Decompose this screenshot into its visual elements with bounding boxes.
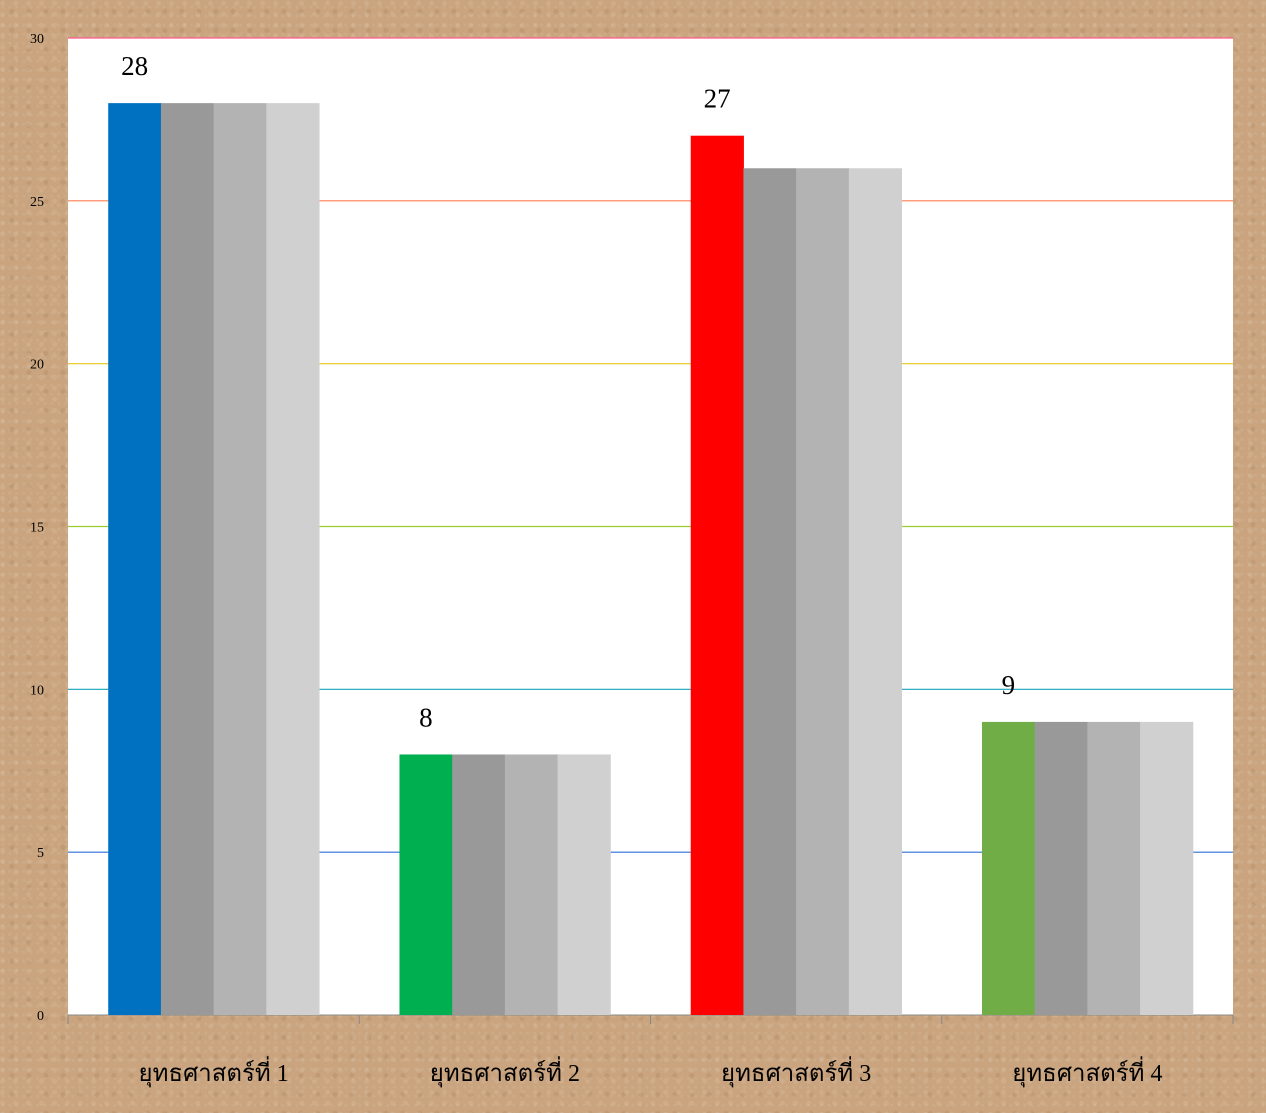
x-category-label: ยุทธศาสตร์ที่ 3 — [721, 1056, 871, 1088]
y-tick-label: 0 — [37, 1009, 44, 1024]
bar-3-series-1 — [690, 135, 744, 1015]
data-label: 9 — [1002, 670, 1016, 700]
bar-2-series-4 — [557, 754, 611, 1015]
bar-2-series-3 — [504, 754, 559, 1015]
bar-2-series-1 — [399, 754, 453, 1015]
bar-3-series-4 — [848, 168, 903, 1015]
bar-1-series-1 — [108, 103, 162, 1016]
y-tick-label: 10 — [30, 683, 44, 698]
bar-4-series-3 — [1087, 721, 1141, 1015]
data-label: 27 — [704, 84, 731, 114]
x-category-label: ยุทธศาสตร์ที่ 4 — [1012, 1056, 1162, 1088]
bar-3-series-3 — [796, 168, 850, 1015]
y-tick-label: 15 — [30, 521, 44, 536]
y-tick-label: 25 — [30, 195, 44, 210]
bar-1-series-3 — [213, 103, 267, 1016]
y-tick-label: 5 — [37, 846, 44, 861]
bar-3-series-2 — [743, 168, 797, 1015]
y-tick-label: 20 — [30, 358, 44, 373]
bar-4-series-2 — [1034, 721, 1088, 1015]
y-tick-label: 30 — [30, 32, 44, 47]
x-category-label: ยุทธศาสตร์ที่ 2 — [430, 1056, 580, 1088]
bar-2-series-2 — [452, 754, 506, 1015]
bar-1-series-2 — [160, 103, 215, 1016]
bar-4-series-4 — [1140, 721, 1194, 1015]
data-label: 28 — [121, 51, 148, 81]
bar-1-series-4 — [266, 103, 320, 1016]
bar-4-series-1 — [981, 721, 1036, 1015]
x-category-label: ยุทธศาสตร์ที่ 1 — [139, 1056, 289, 1088]
data-label: 8 — [419, 702, 433, 732]
